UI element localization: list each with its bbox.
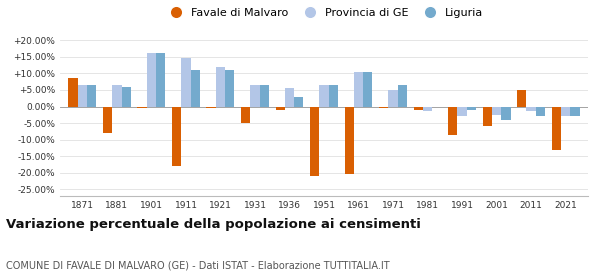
Bar	[225, 70, 235, 106]
Bar	[482, 106, 492, 126]
Bar	[137, 106, 147, 108]
Bar	[344, 106, 354, 174]
Bar	[172, 106, 181, 166]
Bar	[275, 106, 285, 110]
Bar	[310, 106, 319, 176]
Bar	[536, 106, 545, 116]
Bar	[354, 72, 363, 106]
Legend: Favale di Malvaro, Provincia di GE, Liguria: Favale di Malvaro, Provincia di GE, Ligu…	[161, 3, 487, 22]
Bar	[570, 106, 580, 116]
Bar	[260, 85, 269, 106]
Bar	[492, 106, 501, 115]
Bar	[561, 106, 570, 116]
Bar	[551, 106, 561, 150]
Bar	[68, 78, 78, 106]
Bar	[241, 106, 250, 123]
Bar	[78, 85, 87, 106]
Bar	[388, 90, 398, 106]
Bar	[457, 106, 467, 116]
Bar	[501, 106, 511, 120]
Bar	[423, 106, 432, 111]
Bar	[122, 87, 131, 106]
Bar	[216, 67, 225, 106]
Bar	[379, 106, 388, 108]
Bar	[103, 106, 112, 133]
Bar	[156, 53, 166, 106]
Bar	[206, 106, 216, 108]
Bar	[181, 59, 191, 106]
Bar	[147, 53, 156, 106]
Bar	[294, 97, 304, 106]
Text: Variazione percentuale della popolazione ai censimenti: Variazione percentuale della popolazione…	[6, 218, 421, 231]
Bar	[112, 85, 122, 106]
Bar	[398, 85, 407, 106]
Bar	[526, 106, 536, 111]
Bar	[319, 85, 329, 106]
Bar	[467, 106, 476, 110]
Bar	[517, 90, 526, 106]
Bar	[191, 70, 200, 106]
Bar	[329, 85, 338, 106]
Bar	[250, 85, 260, 106]
Bar	[413, 106, 423, 110]
Bar	[363, 72, 373, 106]
Bar	[448, 106, 457, 135]
Bar	[87, 85, 97, 106]
Bar	[285, 88, 294, 106]
Text: COMUNE DI FAVALE DI MALVARO (GE) - Dati ISTAT - Elaborazione TUTTITALIA.IT: COMUNE DI FAVALE DI MALVARO (GE) - Dati …	[6, 260, 389, 270]
